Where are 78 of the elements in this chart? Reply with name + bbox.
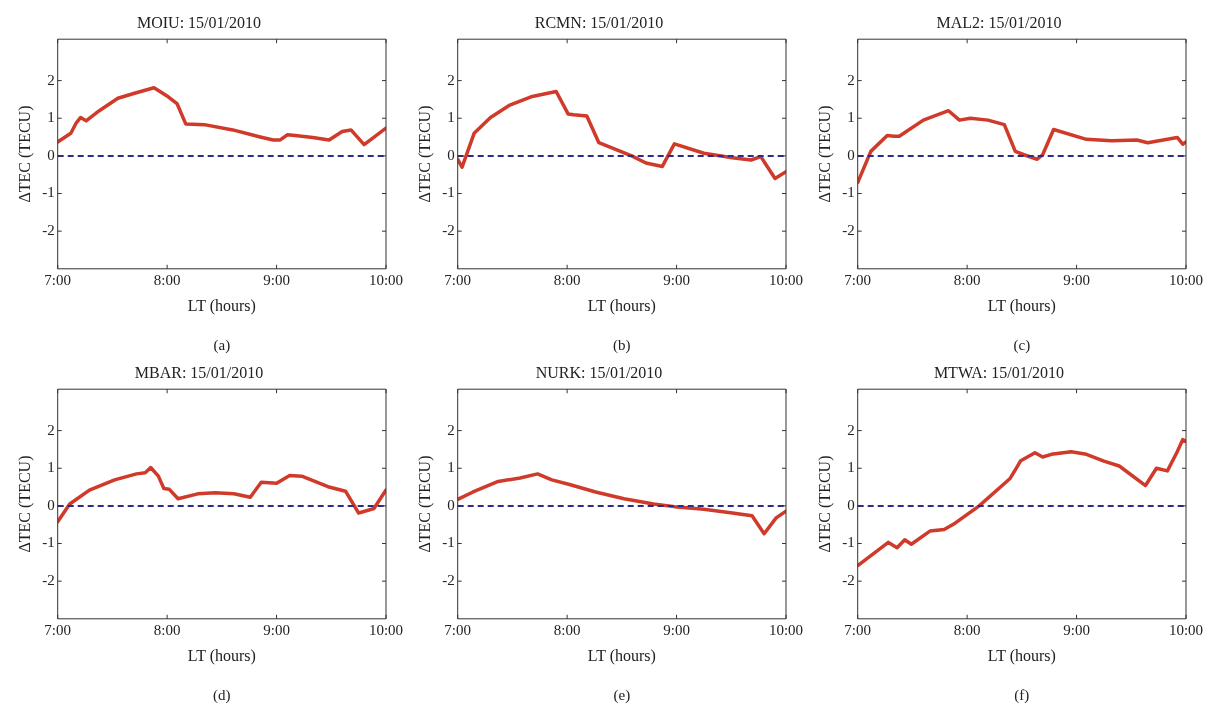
x-axis-title: LT (hours) (987, 296, 1056, 315)
chart-title: RCMN: 15/01/2010 (534, 13, 664, 31)
x-tick-label: 7:00 (444, 271, 472, 288)
x-tick-label: 10:00 (368, 621, 404, 638)
x-axis-title: LT (hours) (187, 646, 256, 665)
x-tick-label: 8:00 (953, 621, 981, 638)
y-tick-label: 0 (447, 496, 455, 513)
x-tick-label: 9:00 (663, 621, 690, 638)
x-axis-title: LT (hours) (987, 646, 1056, 665)
y-axis-title: ΔTEC (TECU) (415, 455, 434, 553)
text: (a) (213, 337, 231, 355)
x-tick-label: 7:00 (44, 271, 72, 288)
y-tick-label: -1 (842, 184, 855, 201)
x-axis-title: LT (hours) (587, 646, 656, 665)
x-tick-label: 8:00 (153, 621, 181, 638)
y-tick-label: 0 (847, 146, 855, 163)
y-tick-label: 2 (47, 421, 55, 438)
chart-title: MTWA: 15/01/2010 (933, 363, 1065, 381)
y-tick-label: -1 (442, 534, 455, 551)
y-tick-label: -2 (442, 572, 455, 589)
y-tick-label: 1 (847, 109, 855, 126)
text: (c) (1013, 337, 1031, 355)
y-tick-label: 0 (47, 146, 55, 163)
x-tick-label: 7:00 (844, 621, 872, 638)
y-tick-label: 2 (47, 71, 55, 88)
text: (e) (613, 687, 631, 705)
y-tick-label: 1 (447, 459, 455, 476)
y-tick-label: -2 (842, 222, 855, 239)
x-tick-label: 7:00 (844, 271, 872, 288)
y-tick-label: -1 (442, 184, 455, 201)
y-axis-title: ΔTEC (TECU) (815, 455, 834, 553)
y-tick-label: -2 (42, 572, 55, 589)
y-tick-label: 1 (47, 459, 55, 476)
text: (d) (213, 687, 231, 705)
x-tick-label: 9:00 (1063, 621, 1090, 638)
y-tick-label: -1 (842, 534, 855, 551)
x-tick-label: 10:00 (1168, 271, 1204, 288)
x-tick-label: 8:00 (153, 271, 181, 288)
y-tick-label: 2 (447, 71, 455, 88)
y-tick-label: 0 (447, 146, 455, 163)
text: (f) (1014, 687, 1030, 705)
x-tick-label: 8:00 (953, 271, 981, 288)
y-tick-label: 1 (47, 109, 55, 126)
x-tick-label: 7:00 (44, 621, 72, 638)
x-axis-title: LT (hours) (187, 296, 256, 315)
y-tick-label: 1 (447, 109, 455, 126)
x-tick-label: 10:00 (368, 271, 404, 288)
x-tick-label: 7:00 (444, 621, 472, 638)
x-tick-label: 10:00 (768, 621, 804, 638)
text: (b) (613, 337, 631, 355)
y-tick-label: 0 (47, 496, 55, 513)
x-tick-label: 10:00 (768, 271, 804, 288)
chart-title: MBAR: 15/01/2010 (134, 363, 264, 381)
x-tick-label: 9:00 (1063, 271, 1090, 288)
y-tick-label: -2 (442, 222, 455, 239)
y-tick-label: 1 (847, 459, 855, 476)
x-tick-label: 9:00 (663, 271, 690, 288)
x-tick-label: 9:00 (263, 621, 290, 638)
chart-title: NURK: 15/01/2010 (535, 363, 663, 381)
y-tick-label: 2 (847, 421, 855, 438)
y-tick-label: -2 (842, 572, 855, 589)
y-tick-label: -1 (42, 184, 55, 201)
x-tick-label: 9:00 (263, 271, 290, 288)
y-tick-label: 2 (847, 71, 855, 88)
y-tick-label: 2 (447, 421, 455, 438)
y-axis-title: ΔTEC (TECU) (415, 105, 434, 203)
y-axis-title: ΔTEC (TECU) (15, 455, 34, 553)
x-tick-label: 10:00 (1168, 621, 1204, 638)
x-tick-label: 8:00 (553, 621, 581, 638)
y-tick-label: -2 (42, 222, 55, 239)
chart-title: MAL2: 15/01/2010 (936, 13, 1062, 31)
x-tick-label: 8:00 (553, 271, 581, 288)
y-axis-title: ΔTEC (TECU) (815, 105, 834, 203)
y-axis-title: ΔTEC (TECU) (15, 105, 34, 203)
y-tick-label: -1 (42, 534, 55, 551)
y-tick-label: 0 (847, 496, 855, 513)
x-axis-title: LT (hours) (587, 296, 656, 315)
chart-title: MOIU: 15/01/2010 (137, 13, 261, 31)
